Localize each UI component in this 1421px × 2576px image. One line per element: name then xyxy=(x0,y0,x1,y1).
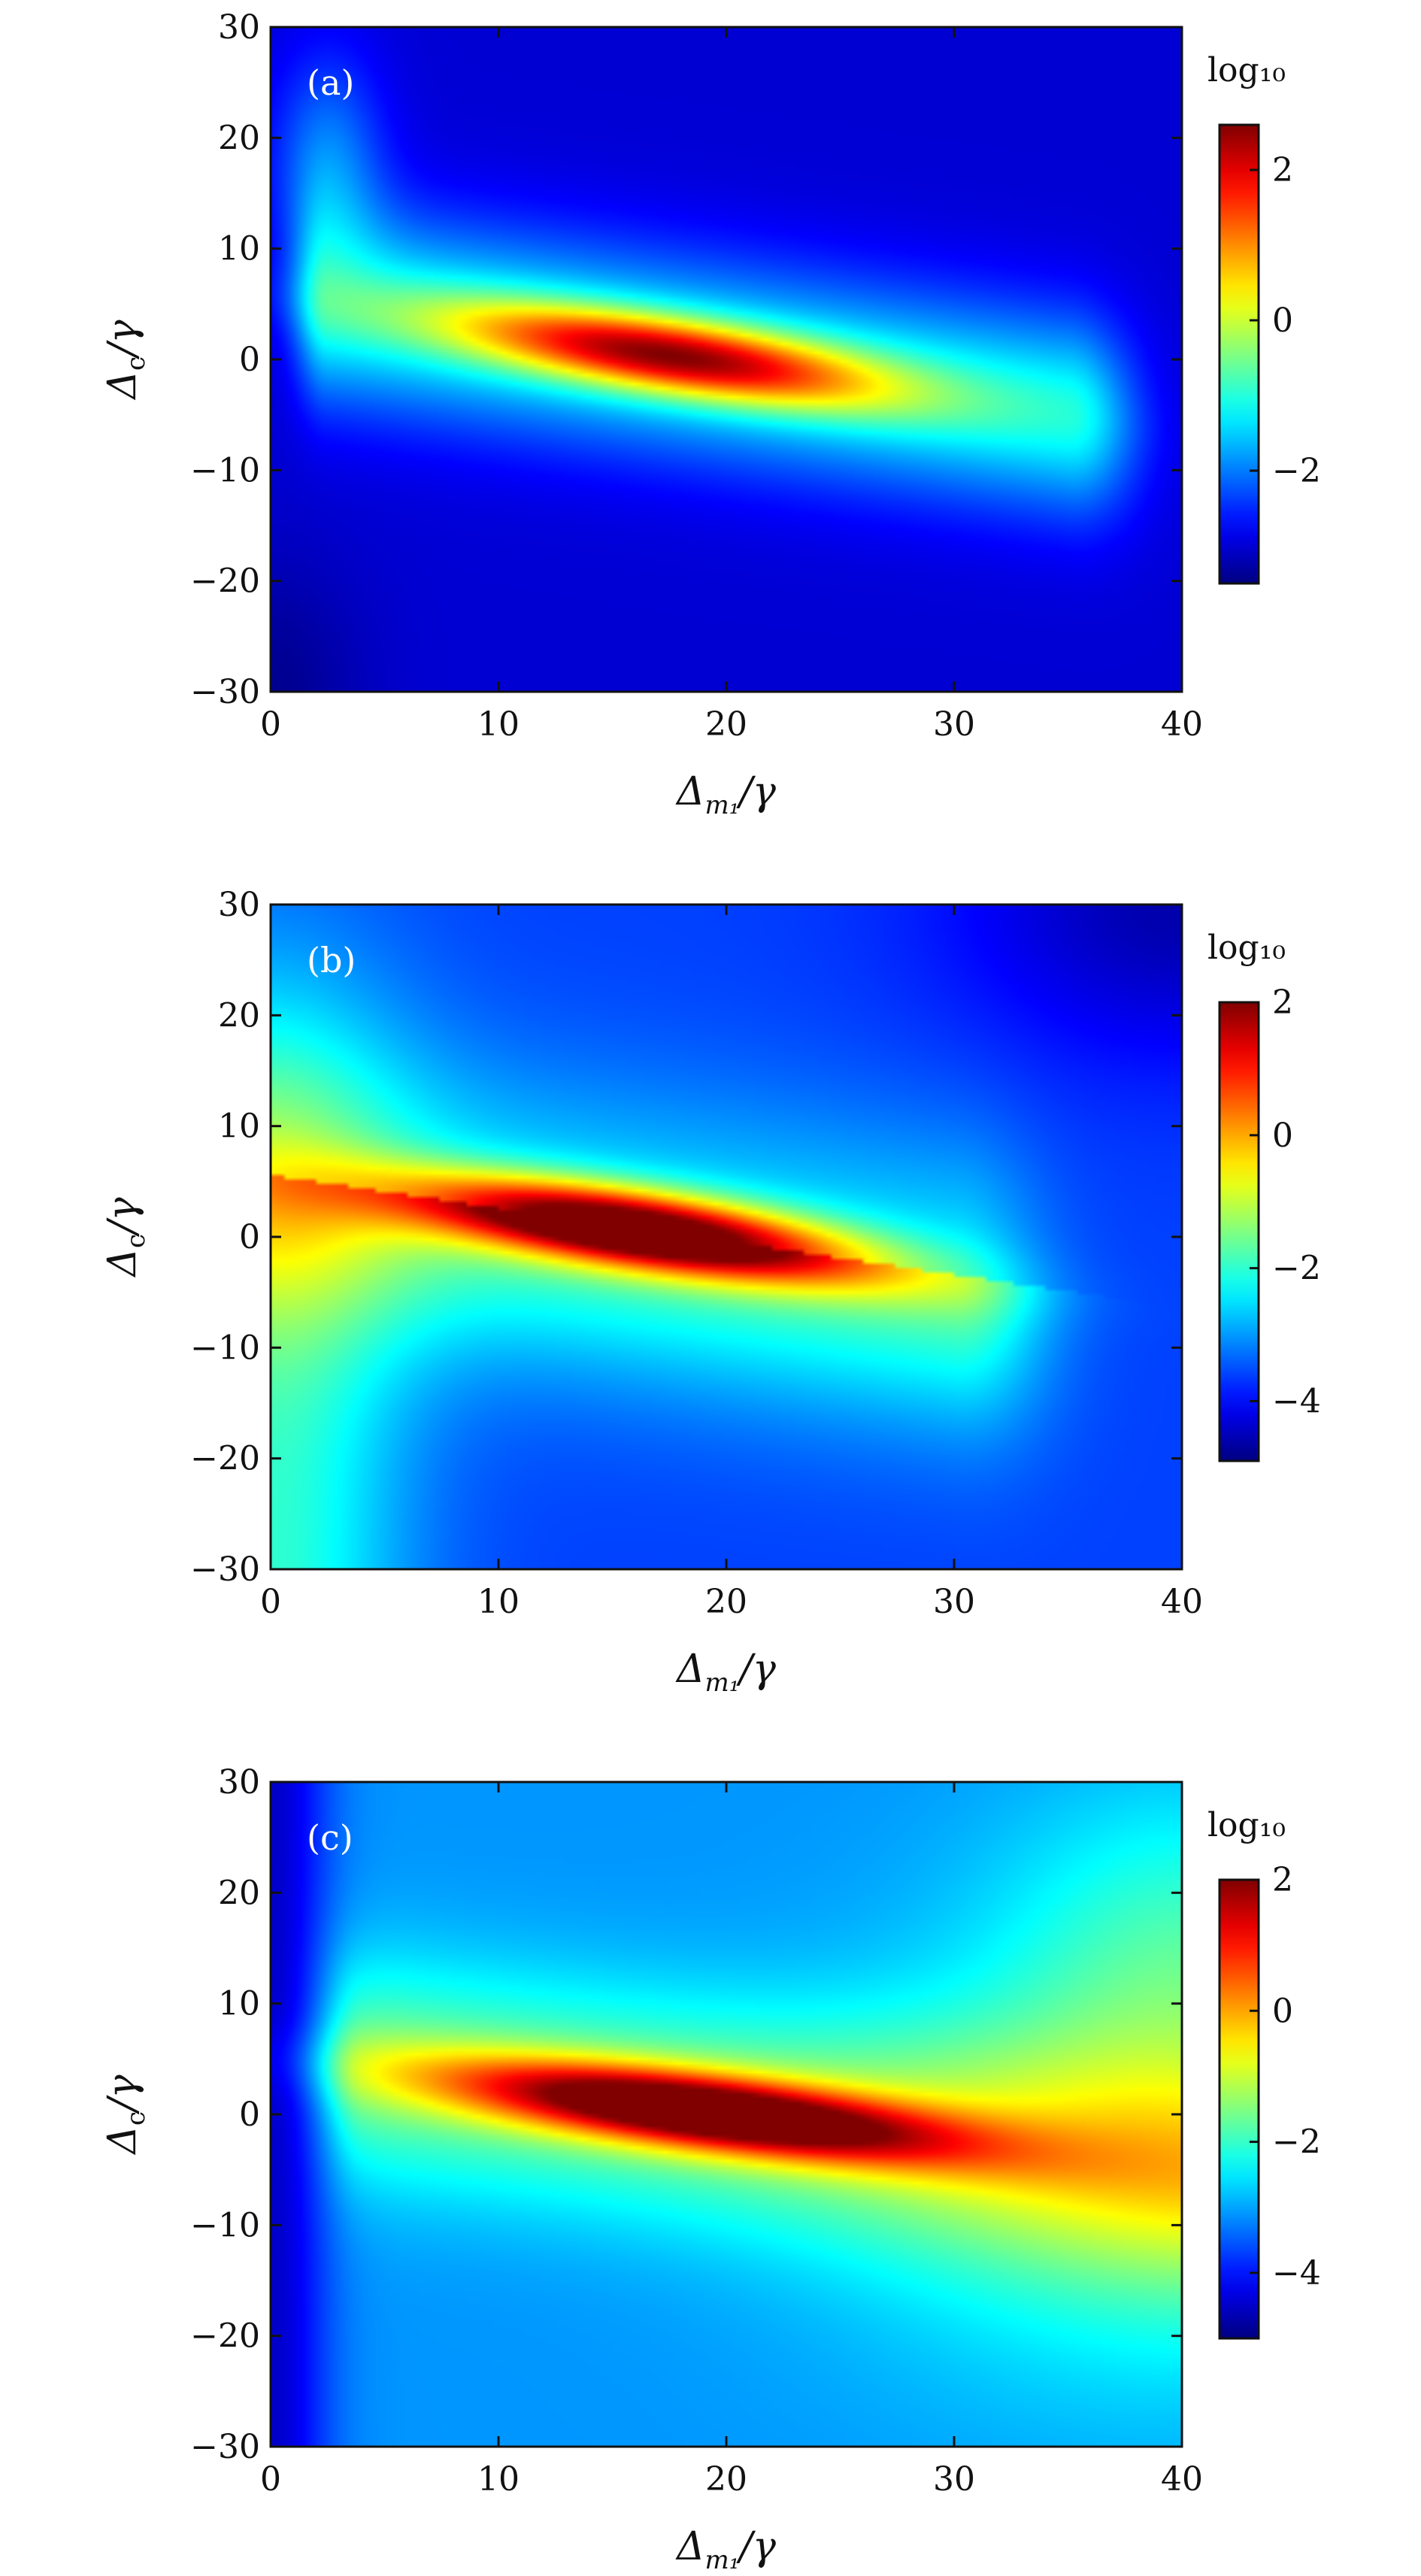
y-tick-label: 30 xyxy=(218,886,260,924)
y-tick-label: 10 xyxy=(218,1108,260,1146)
colorbar-tick-label: 2 xyxy=(1272,983,1293,1022)
y-tick-label: −30 xyxy=(190,2428,260,2466)
colorbar-title: log₁₀ xyxy=(1207,929,1286,967)
x-tick-label: 10 xyxy=(477,705,520,744)
colorbar-tick-label: −4 xyxy=(1272,1382,1321,1420)
panel-label: (c) xyxy=(307,1817,353,1858)
colorbar xyxy=(1218,1878,1260,2340)
panel-label: (b) xyxy=(307,940,356,980)
y-tick-label: −20 xyxy=(190,562,260,601)
panel-label: (a) xyxy=(307,62,354,103)
panel-c: 0 10 20 30 40−30−20−100102030(c)Δm₁/γΔc/γlog… xyxy=(100,1763,1321,2575)
colorbar-tick-label: 0 xyxy=(1272,302,1293,340)
x-tick-label: 0 xyxy=(260,705,281,744)
y-tick-label: 30 xyxy=(218,1763,260,1802)
y-tick-label: −20 xyxy=(190,2317,260,2356)
colorbar xyxy=(1218,123,1260,585)
y-tick-label: −30 xyxy=(190,673,260,711)
y-tick-label: 20 xyxy=(218,996,260,1035)
x-tick-label: 0 xyxy=(260,2460,281,2499)
y-axis-label: Δc/γ xyxy=(100,319,151,400)
colorbar-tick-label: −2 xyxy=(1272,1250,1321,1288)
x-tick-label: 30 xyxy=(933,1583,975,1621)
colorbar-title: log₁₀ xyxy=(1207,1806,1286,1844)
y-tick-label: 30 xyxy=(218,8,260,47)
x-tick-label: 0 xyxy=(260,1583,281,1621)
y-axis-label: Δc/γ xyxy=(100,1196,151,1277)
x-axis-label: Δm₁/γ xyxy=(675,1647,777,1698)
heatmap-image xyxy=(271,905,1182,1569)
x-tick-label: 20 xyxy=(705,705,747,744)
x-tick-label: 40 xyxy=(1161,705,1203,744)
y-tick-label: 0 xyxy=(239,341,260,379)
y-tick-label: 10 xyxy=(218,1985,260,2023)
x-axis-label: Δm₁/γ xyxy=(675,2524,777,2575)
colorbar-tick-label: −2 xyxy=(1272,2123,1321,2162)
colorbar xyxy=(1218,1001,1260,1462)
colorbar-tick-label: 0 xyxy=(1272,1117,1293,1155)
x-tick-label: 30 xyxy=(933,2460,975,2499)
heatmap-image xyxy=(271,1782,1182,2447)
y-tick-label: −10 xyxy=(190,1329,260,1367)
colorbar-tick-label: 2 xyxy=(1272,151,1293,189)
x-tick-label: 10 xyxy=(477,2460,520,2499)
x-axis-label: Δm₁/γ xyxy=(675,769,777,820)
x-tick-label: 30 xyxy=(933,705,975,744)
y-tick-label: 20 xyxy=(218,1874,260,1912)
colorbar-title: log₁₀ xyxy=(1207,51,1286,89)
y-tick-label: 20 xyxy=(218,119,260,157)
y-axis-label: Δc/γ xyxy=(100,2074,151,2155)
x-tick-label: 40 xyxy=(1161,1583,1203,1621)
y-tick-label: −30 xyxy=(190,1550,260,1589)
heatmap-image xyxy=(271,27,1182,692)
x-tick-label: 40 xyxy=(1161,2460,1203,2499)
y-tick-label: 0 xyxy=(239,2096,260,2134)
colorbar-tick-label: −4 xyxy=(1272,2254,1321,2293)
y-tick-label: −10 xyxy=(190,451,260,489)
colorbar-tick-label: 2 xyxy=(1272,1861,1293,1899)
panel-b: 0 10 20 30 40−30−20−100102030(b)Δm₁/γΔc/γlog… xyxy=(100,886,1321,1698)
x-tick-label: 20 xyxy=(705,1583,747,1621)
y-tick-label: −20 xyxy=(190,1440,260,1478)
y-tick-label: 10 xyxy=(218,230,260,268)
y-tick-label: −10 xyxy=(190,2206,260,2244)
panel-a: 0 10 20 30 40−30−20−100102030(a)Δm₁/γΔc/γlog… xyxy=(100,8,1321,820)
x-tick-label: 20 xyxy=(705,2460,747,2499)
colorbar-tick-label: 0 xyxy=(1272,1992,1293,2030)
colorbar-tick-label: −2 xyxy=(1272,452,1321,490)
y-tick-label: 0 xyxy=(239,1218,260,1256)
x-tick-label: 10 xyxy=(477,1583,520,1621)
